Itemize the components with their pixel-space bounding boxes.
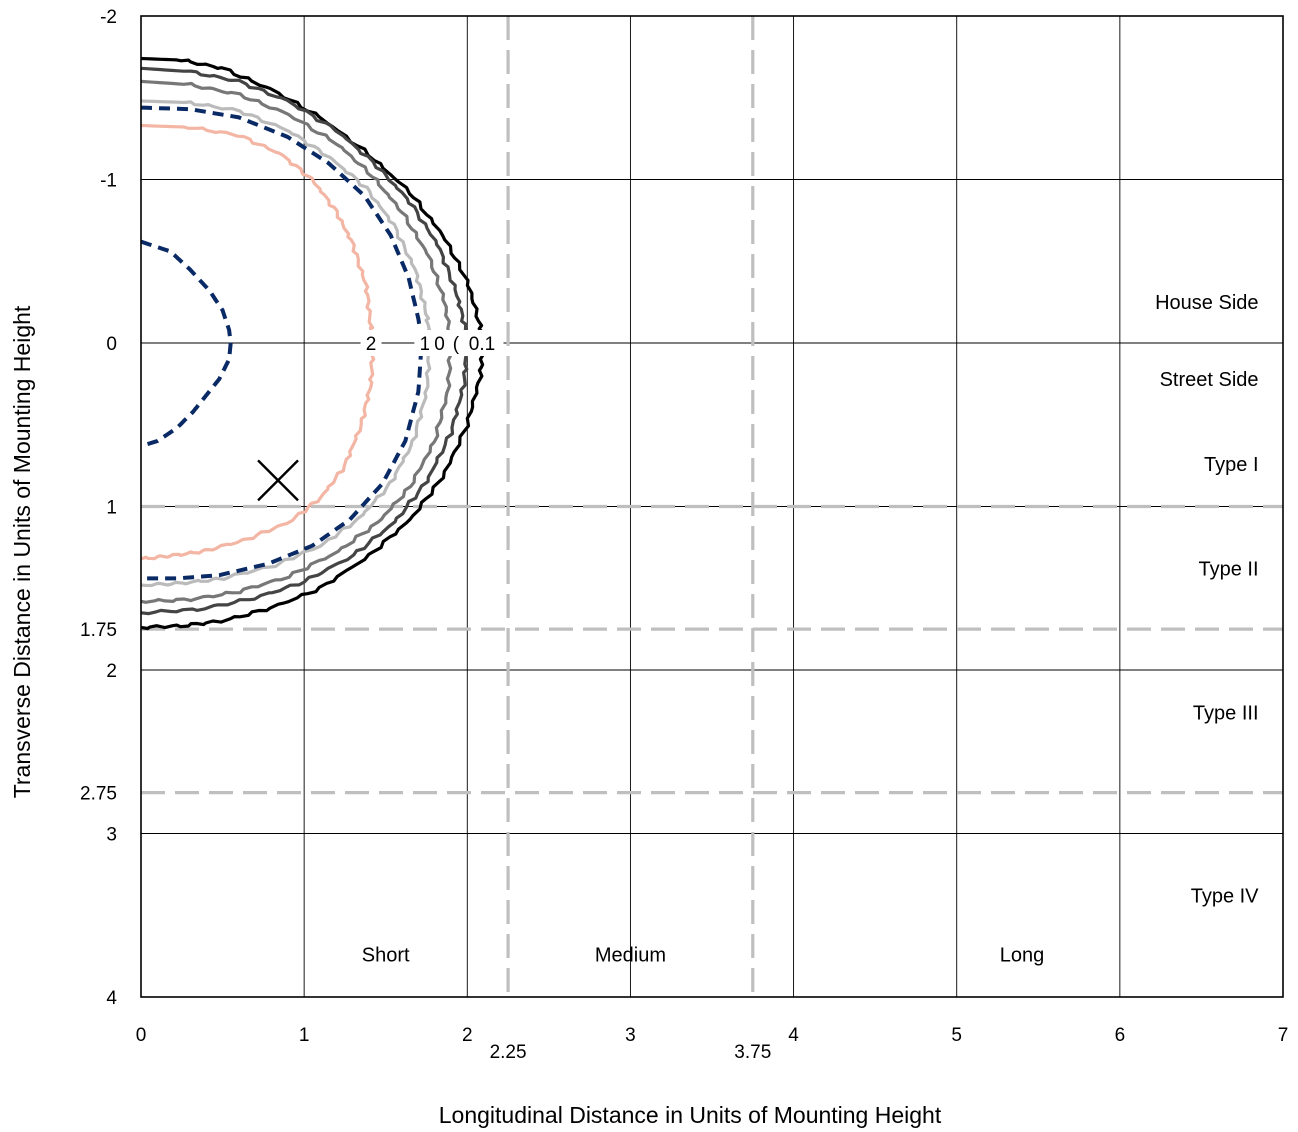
region-label: Short (362, 944, 410, 966)
x-axis-title: Longitudinal Distance in Units of Mounti… (439, 1102, 942, 1128)
y-tick-label: 1.75 (80, 620, 117, 641)
region-label: Type III (1193, 703, 1259, 725)
region-label: House Side (1155, 292, 1258, 314)
contour-label: 0.1 (469, 334, 495, 355)
contour-label-background (360, 330, 382, 356)
x-tick-label: 3 (625, 1025, 636, 1046)
region-labels: House Side Street Side Type I Type II Type I… (362, 292, 1259, 966)
x-tick-label: 5 (951, 1025, 962, 1046)
y-tick-label: 2.75 (80, 784, 117, 805)
y-tick-label: 2 (106, 661, 117, 682)
y-tick-label: 3 (106, 825, 117, 846)
contour-label-background (460, 330, 504, 356)
x-tick-label: 2 (462, 1025, 473, 1046)
contour-label: 0 (434, 334, 445, 355)
contour-label: ( (453, 334, 460, 355)
classification-boundaries (141, 16, 1283, 997)
region-label: Type I (1204, 454, 1258, 476)
isolux-contour-5 (140, 239, 233, 448)
y-axis-title: Transverse Distance in Units of Mounting… (9, 305, 35, 798)
region-label: Type II (1198, 559, 1258, 581)
x-tick-label: 0 (136, 1025, 147, 1046)
region-label: Street Side (1160, 369, 1259, 391)
x-tick-label: 4 (788, 1025, 799, 1046)
luminaire-marker (257, 459, 299, 502)
region-label: Long (1000, 944, 1045, 966)
region-label: Type IV (1191, 886, 1259, 908)
x-tick-label: 1 (299, 1025, 310, 1046)
y-axis-ticks: -2 -1 0 1 1.75 2 2.75 3 4 (80, 7, 117, 1009)
x-tick-label: 6 (1115, 1025, 1126, 1046)
contour-labels: 2 1 0 (0.1 (360, 330, 504, 356)
region-label: Medium (595, 944, 666, 966)
contour-label-background (429, 330, 451, 356)
contour-label: 1 (420, 334, 431, 355)
y-tick-label: 4 (106, 988, 117, 1009)
isolux-contour-1-5 (140, 105, 424, 581)
marker-stroke (257, 459, 299, 502)
y-tick-label: -1 (100, 171, 117, 192)
x-tick-label: 3.75 (734, 1042, 771, 1063)
x-axis-ticks: 0 1 2 3 4 5 6 7 2.25 3.75 (136, 1025, 1289, 1063)
y-tick-label: -2 (100, 7, 117, 28)
contour-label: 2 (366, 334, 377, 355)
x-tick-label: 2.25 (490, 1042, 527, 1063)
y-tick-label: 1 (106, 498, 117, 519)
plot-frame (140, 15, 1284, 998)
y-tick-label: 0 (106, 334, 117, 355)
x-tick-label: 7 (1278, 1025, 1289, 1046)
